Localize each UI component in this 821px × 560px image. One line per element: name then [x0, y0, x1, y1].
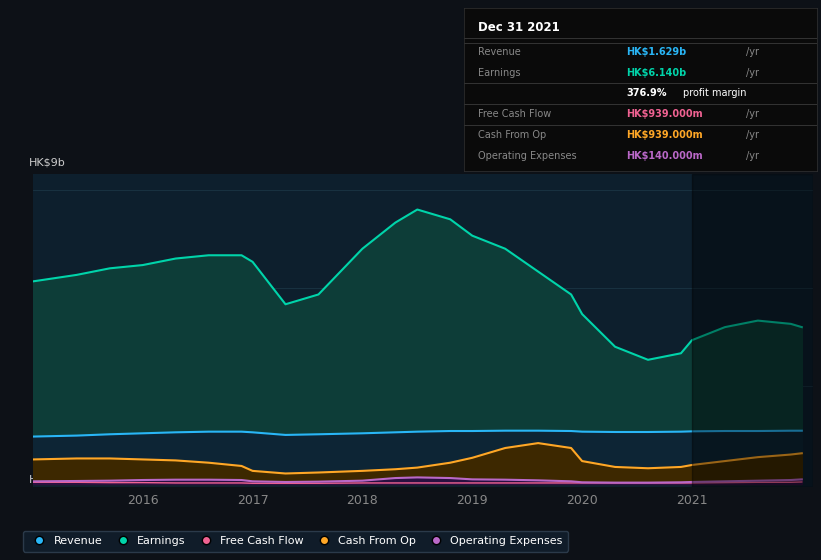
Text: HK$939.000m: HK$939.000m [626, 109, 703, 119]
Text: /yr: /yr [746, 68, 759, 78]
Text: Earnings: Earnings [478, 68, 521, 78]
Legend: Revenue, Earnings, Free Cash Flow, Cash From Op, Operating Expenses: Revenue, Earnings, Free Cash Flow, Cash … [23, 530, 568, 552]
Bar [692, 174, 813, 487]
Text: HK$1.629b: HK$1.629b [626, 47, 686, 57]
Text: /yr: /yr [746, 109, 759, 119]
Text: /yr: /yr [746, 130, 759, 140]
Text: HK$939.000m: HK$939.000m [626, 130, 703, 140]
Text: /yr: /yr [746, 151, 759, 161]
Text: Cash From Op: Cash From Op [478, 130, 546, 140]
Text: 376.9%: 376.9% [626, 88, 667, 98]
Text: HK$140.000m: HK$140.000m [626, 151, 703, 161]
Text: HK$0: HK$0 [29, 474, 58, 484]
Text: HK$6.140b: HK$6.140b [626, 68, 686, 78]
Text: /yr: /yr [746, 47, 759, 57]
Text: Operating Expenses: Operating Expenses [478, 151, 576, 161]
Text: Dec 31 2021: Dec 31 2021 [478, 21, 560, 34]
Text: profit margin: profit margin [683, 88, 746, 98]
Text: Revenue: Revenue [478, 47, 521, 57]
Text: Free Cash Flow: Free Cash Flow [478, 109, 551, 119]
Text: HK$9b: HK$9b [29, 157, 66, 167]
